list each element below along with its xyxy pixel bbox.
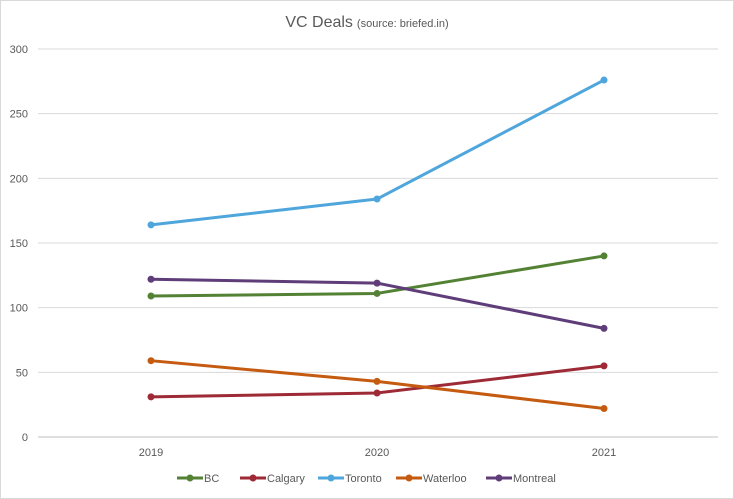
legend-marker-icon (405, 474, 413, 482)
y-tick-label: 100 (10, 303, 28, 315)
series-bc (147, 252, 608, 300)
legend-item-toronto: Toronto (318, 473, 382, 485)
legend-label: Calgary (267, 473, 305, 485)
data-point (147, 393, 155, 401)
data-point (600, 252, 608, 260)
data-point (600, 76, 608, 84)
chart-subtitle: (source: briefed.in) (357, 18, 449, 30)
data-point (147, 221, 155, 229)
data-point (600, 362, 608, 370)
legend-label: Waterloo (423, 473, 467, 485)
data-point (600, 405, 608, 413)
legend-item-montreal: Montreal (486, 473, 556, 485)
chart-title-main: VC Deals (285, 14, 353, 31)
x-tick-label: 2019 (139, 447, 163, 459)
y-tick-label: 250 (10, 109, 28, 121)
data-point (373, 195, 381, 203)
data-point (373, 377, 381, 385)
y-tick-label: 200 (10, 173, 28, 185)
data-point (147, 357, 155, 365)
legend-label: BC (204, 473, 219, 485)
data-point (147, 275, 155, 283)
series-line (149, 78, 606, 227)
chart-title: VC Deals (source: briefed.in) (285, 14, 448, 31)
series-waterloo (147, 357, 608, 413)
data-point (600, 324, 608, 332)
legend-marker-icon (249, 474, 257, 482)
x-tick-label: 2021 (592, 447, 616, 459)
series-line (149, 277, 606, 330)
legend-item-waterloo: Waterloo (396, 473, 467, 485)
data-point (373, 279, 381, 287)
y-tick-label: 0 (22, 432, 28, 444)
series-toronto (147, 76, 608, 229)
data-point (373, 389, 381, 397)
data-point (373, 289, 381, 297)
y-tick-label: 300 (10, 44, 28, 56)
series-calgary (147, 362, 608, 401)
legend-item-bc: BC (177, 473, 219, 485)
legend-label: Toronto (345, 473, 382, 485)
legend-marker-icon (495, 474, 503, 482)
x-tick-label: 2020 (365, 447, 389, 459)
legend-marker-icon (327, 474, 335, 482)
series-montreal (147, 275, 608, 332)
legend-marker-icon (186, 474, 194, 482)
legend-item-calgary: Calgary (240, 473, 305, 485)
y-tick-label: 50 (16, 367, 28, 379)
y-tick-label: 150 (10, 238, 28, 250)
legend-label: Montreal (513, 473, 556, 485)
data-point (147, 292, 155, 300)
